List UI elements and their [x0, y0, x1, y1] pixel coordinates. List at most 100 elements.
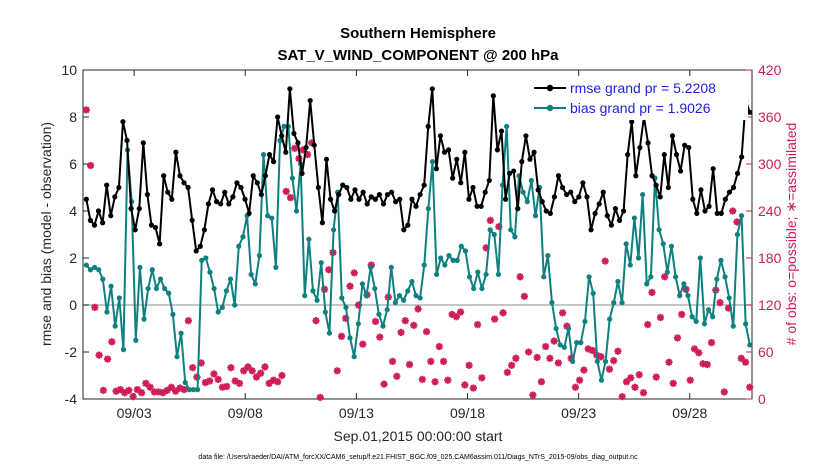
bias-point: [714, 276, 720, 282]
rmse-point: [612, 206, 619, 212]
rmse-point: [148, 222, 155, 228]
rmse-point: [323, 156, 330, 162]
bias-point: [528, 177, 534, 184]
rmse-point: [559, 184, 566, 191]
bias-point: [532, 213, 539, 219]
bias-point: [211, 285, 217, 292]
bias-point: [710, 314, 716, 320]
y-tick-label-left: 0: [69, 297, 77, 313]
rmse-point: [144, 191, 150, 198]
bias-point: [475, 269, 481, 275]
bias-point: [549, 300, 555, 306]
obs-assimilated-marker: [286, 194, 295, 202]
bias-point: [112, 323, 118, 329]
rmse-point: [555, 173, 562, 179]
bias-point: [96, 267, 102, 273]
rmse-point: [352, 187, 358, 193]
bias-point: [219, 304, 225, 310]
obs-assimilated-marker: [542, 342, 550, 351]
rmse-point: [100, 220, 106, 226]
rmse-point: [266, 152, 273, 158]
bias-point: [693, 318, 699, 325]
obs-assimilated-marker: [503, 368, 511, 376]
rmse-point: [315, 184, 321, 191]
bias-point: [631, 215, 637, 221]
bias-point: [471, 285, 477, 292]
rmse-point: [458, 180, 464, 186]
rmse-point: [441, 149, 448, 155]
bias-point: [619, 300, 625, 306]
rmse-point: [185, 184, 191, 191]
obs-assimilated-marker: [618, 393, 626, 401]
bias-point: [462, 248, 469, 254]
rmse-point: [669, 133, 676, 139]
rmse-point: [576, 194, 582, 200]
obs-assimilated-marker: [316, 393, 324, 402]
rmse-point: [303, 144, 309, 151]
bias-point: [227, 276, 234, 282]
bias-point: [458, 243, 464, 249]
rmse-point: [433, 166, 439, 172]
obs-assimilated-marker: [520, 292, 528, 300]
x-tick-label: 09/23: [561, 405, 596, 421]
rmse-point: [665, 184, 671, 191]
rmse-point: [152, 224, 159, 231]
bias-point: [734, 231, 741, 238]
y-tick-label-left: 2: [69, 250, 77, 266]
rmse-point: [287, 86, 293, 92]
rmse-point: [486, 177, 492, 184]
bias-point: [137, 264, 143, 270]
rmse-point: [592, 210, 598, 216]
bias-point: [598, 377, 605, 383]
obs-assimilated-marker: [473, 320, 482, 329]
bias-point: [141, 316, 147, 322]
obs-assimilated-marker: [86, 161, 95, 170]
bias-point: [248, 271, 254, 278]
rmse-point: [470, 184, 476, 191]
rmse-point: [393, 199, 399, 205]
bias-point: [520, 189, 526, 195]
rmse-point: [450, 175, 456, 181]
rmse-point: [588, 227, 594, 233]
rmse-point: [543, 208, 549, 214]
bias-point: [413, 293, 419, 299]
obs-assimilated-marker: [180, 386, 188, 394]
bias-point: [322, 309, 328, 315]
bias-point: [326, 330, 333, 336]
bias-point: [454, 257, 460, 263]
obs-assimilated-marker: [227, 364, 235, 372]
rmse-point: [112, 194, 118, 200]
obs-assimilated-marker: [631, 383, 639, 391]
obs-assimilated-marker: [703, 360, 711, 369]
rmse-point: [698, 187, 704, 193]
bias-point: [388, 264, 394, 270]
rmse-point: [87, 217, 94, 223]
obs-assimilated-marker: [103, 355, 112, 363]
obs-assimilated-marker: [546, 354, 554, 362]
bias-point: [351, 354, 357, 360]
bias-point: [182, 379, 188, 386]
obs-assimilated-marker: [427, 357, 435, 365]
obs-assimilated-marker: [669, 379, 677, 387]
obs-assimilated-marker: [533, 353, 541, 362]
bias-point: [429, 159, 436, 165]
obs-assimilated-marker: [508, 361, 516, 369]
obs-assimilated-marker: [614, 347, 622, 355]
rmse-point: [572, 199, 578, 205]
obs-assimilated-marker: [350, 269, 358, 277]
bias-point: [339, 295, 345, 301]
obs-assimilated-marker: [597, 353, 605, 361]
left-axis-ticks: -4 -2 0 2 4 6 8 10: [61, 62, 89, 407]
bias-point: [108, 283, 114, 289]
rmse-point: [311, 142, 317, 148]
rmse-point: [445, 147, 452, 153]
rmse-point: [201, 227, 207, 233]
rmse-point: [189, 217, 195, 223]
rmse-point: [181, 180, 187, 186]
obs-assimilated-marker: [129, 393, 137, 401]
obs-assimilated-marker: [439, 357, 448, 365]
rmse-point: [405, 222, 411, 228]
obs-assimilated-marker: [478, 374, 486, 382]
rmse-point: [250, 173, 256, 179]
